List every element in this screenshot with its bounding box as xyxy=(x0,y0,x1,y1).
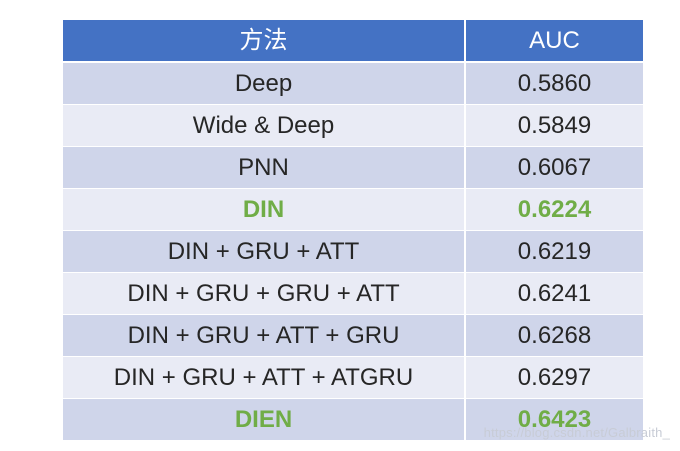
auc-cell: 0.6219 xyxy=(465,230,643,273)
table-row: Wide & Deep 0.5849 xyxy=(63,104,643,147)
table-row: DIN + GRU + ATT + ATGRU 0.6297 xyxy=(63,356,643,399)
auc-cell: 0.6241 xyxy=(465,272,643,315)
method-cell: DIN + GRU + ATT + GRU xyxy=(63,314,466,357)
table-header-row: 方法 AUC xyxy=(63,20,643,63)
method-cell: Deep xyxy=(63,61,466,105)
auc-cell: 0.6224 xyxy=(465,188,643,231)
table-row: DIN 0.6224 xyxy=(63,188,643,231)
table-row: Deep 0.5860 xyxy=(63,61,643,105)
watermark: https://blog.csdn.net/Galbraith_ xyxy=(483,425,670,440)
method-cell: DIN xyxy=(63,188,466,231)
auc-cell: 0.5849 xyxy=(465,104,643,147)
method-cell: DIEN xyxy=(63,398,466,440)
auc-cell: 0.6297 xyxy=(465,356,643,399)
auc-results-table: 方法 AUC Deep 0.5860 Wide & Deep 0.5849 PNN 0.6… xyxy=(63,20,643,440)
header-method: 方法 xyxy=(63,20,466,63)
method-cell: PNN xyxy=(63,146,466,189)
table-row: DIN + GRU + ATT + GRU 0.6268 xyxy=(63,314,643,357)
method-cell: Wide & Deep xyxy=(63,104,466,147)
table-row: DIN + GRU + GRU + ATT 0.6241 xyxy=(63,272,643,315)
header-auc: AUC xyxy=(465,20,643,63)
table-row: PNN 0.6067 xyxy=(63,146,643,189)
auc-cell: 0.5860 xyxy=(465,61,643,105)
table-row: DIN + GRU + ATT 0.6219 xyxy=(63,230,643,273)
table-row: DIEN 0.6423 xyxy=(63,398,643,440)
method-cell: DIN + GRU + ATT + ATGRU xyxy=(63,356,466,399)
table-body: Deep 0.5860 Wide & Deep 0.5849 PNN 0.6067 DIN 0… xyxy=(63,61,643,440)
method-cell: DIN + GRU + GRU + ATT xyxy=(63,272,466,315)
auc-cell: 0.6067 xyxy=(465,146,643,189)
auc-cell: 0.6268 xyxy=(465,314,643,357)
method-cell: DIN + GRU + ATT xyxy=(63,230,466,273)
auc-cell: 0.6423 xyxy=(465,398,643,440)
